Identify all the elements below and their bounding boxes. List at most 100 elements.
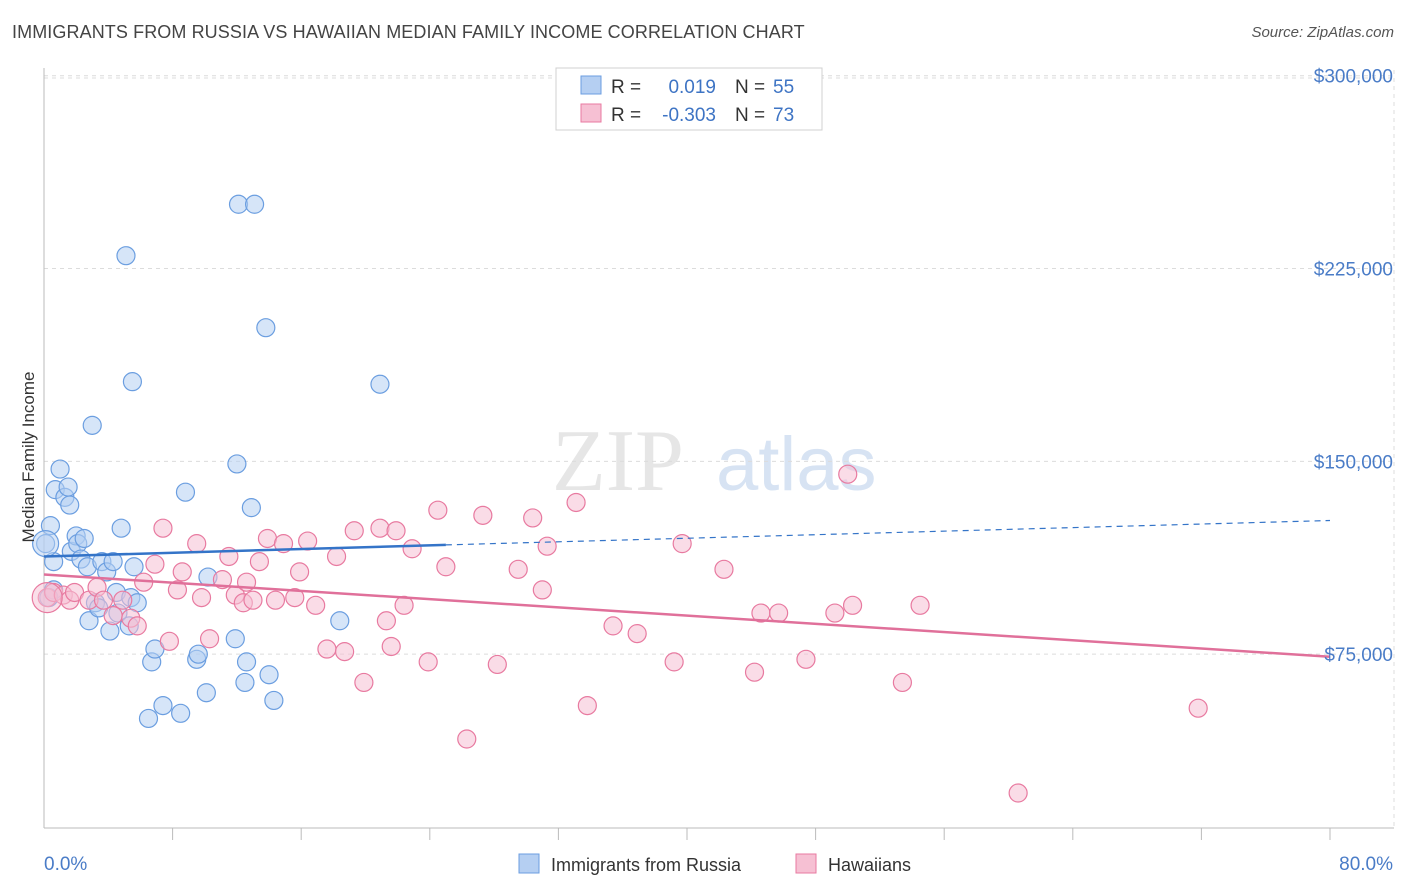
hawaiians-point-9 [113,590,133,610]
hawaiians-point-11 [127,616,147,636]
russia-point-26 [116,246,136,266]
hawaiians-point-52 [508,559,528,579]
russia-point-43 [227,454,247,474]
hawaiians-point-38 [344,521,364,541]
hawaiians-point-56 [566,492,586,513]
hawaiians-point-40 [370,518,390,538]
russia-point-29 [122,372,143,392]
hawaiians-point-36 [326,546,347,567]
hawaiians-point-28 [257,528,278,549]
legend-r-value-hawaiians: -0.303 [662,105,716,126]
hawaiians-point-45 [402,539,422,559]
bottom-legend-label-russia: Immigrants from Russia [551,855,742,875]
russia-point-22 [103,552,123,572]
hawaiians-point-51 [487,654,507,675]
hawaiians-point-53 [523,508,543,528]
hawaiians-point-34 [306,595,326,615]
hawaiians-point-67 [825,603,845,623]
hawaiians-point-61 [672,534,692,554]
bottom-legend-swatch-hawaiians [795,853,817,874]
hawaiians-point-37 [335,642,355,662]
bottom-legend-swatch-russia [518,853,540,874]
hawaiians-point-42 [381,636,401,657]
hawaiians-point-21 [212,570,233,590]
hawaiians-point-55 [537,536,557,556]
hawaiians-point-41 [376,611,396,631]
hawaiians-point-72 [1008,783,1028,803]
hawaiians-point-60 [664,652,684,672]
hawaiians-point-48 [436,557,456,577]
legend-swatch-hawaiians [580,103,602,123]
legend-r-label-hawaiians: R = [611,105,641,126]
russia-point-37 [175,482,196,502]
russia-point-48 [244,194,265,214]
legend-n-value-russia: 55 [773,77,794,98]
hawaiians-point-35 [317,639,337,659]
hawaiians-point-20 [199,629,220,649]
russia-point-42 [225,629,245,649]
y-tick-label-1: $150,000 [1314,452,1393,473]
hawaiians-point-39 [354,672,374,693]
russia-point-7 [58,477,78,497]
y-tick-label-3: $300,000 [1314,67,1393,88]
russia-point-13 [74,528,94,549]
russia-point-53 [370,374,390,394]
russia-point-8 [60,495,80,515]
bottom-legend-label-hawaiians: Hawaiians [828,855,911,875]
russia-point-25 [111,518,131,538]
hawaiians-point-15 [159,631,179,651]
legend-swatch-russia [580,75,602,95]
legend-n-value-hawaiians: 73 [773,105,794,126]
hawaiians-point-14 [153,518,173,538]
russia-point-46 [236,652,257,672]
y-tick-label-2: $225,000 [1314,260,1393,281]
watermark-atlas: atlas [716,422,877,507]
series-hawaiians-points [31,464,1208,803]
hawaiians-point-54 [532,580,552,600]
hawaiians-point-31 [285,588,305,608]
hawaiians-point-cluster [31,582,63,614]
russia-point-50 [259,665,279,685]
legend-n-label-russia: N = [735,77,765,98]
hawaiians-point-59 [627,624,647,644]
russia-point-40 [196,683,216,703]
axes [43,68,1394,840]
hawaiians-point-8 [103,606,123,626]
hawaiians-point-29 [265,590,286,610]
russia-point-39 [188,644,208,664]
legend-r-value-russia: 0.019 [668,77,716,98]
russia-point-45 [235,672,255,693]
russia-point-35 [153,695,173,716]
series-legend: Immigrants from Russia Hawaiians [518,853,911,875]
hawaiians-point-65 [769,603,789,623]
trend-line-russia-dashed [445,519,1331,546]
x-tick-label-1: 80.0% [1339,854,1393,875]
hawaiians-point-49 [457,729,477,749]
hawaiians-point-43 [386,521,406,541]
russia-point-47 [241,498,261,518]
trend-lines [43,519,1331,658]
russia-point-49 [256,318,276,338]
hawaiians-point-18 [187,534,207,554]
hawaiians-point-69 [842,595,863,615]
russia-point-36 [171,703,191,723]
russia-point-16 [82,415,102,435]
hawaiians-point-17 [172,562,192,582]
russia-point-15 [79,611,99,631]
x-tick-labels: 0.0% 80.0% [44,854,1393,875]
hawaiians-point-32 [289,562,310,582]
hawaiians-point-26 [243,590,263,610]
hawaiians-point-33 [298,531,318,551]
hawaiians-point-68 [838,464,858,484]
russia-point-44 [228,194,249,214]
hawaiians-point-46 [418,652,438,672]
correlation-legend: R = 0.019 N = 55 R = -0.303 N = 73 [555,67,823,131]
hawaiians-point-7 [93,590,114,610]
hawaiians-point-30 [273,534,294,554]
chart-title: IMMIGRANTS FROM RUSSIA VS HAWAIIAN MEDIA… [12,22,805,42]
hawaiians-point-71 [910,595,930,615]
y-axis-label: Median Family Income [19,371,38,542]
trend-line-hawaiians [43,573,1331,658]
russia-point-30 [124,557,144,577]
